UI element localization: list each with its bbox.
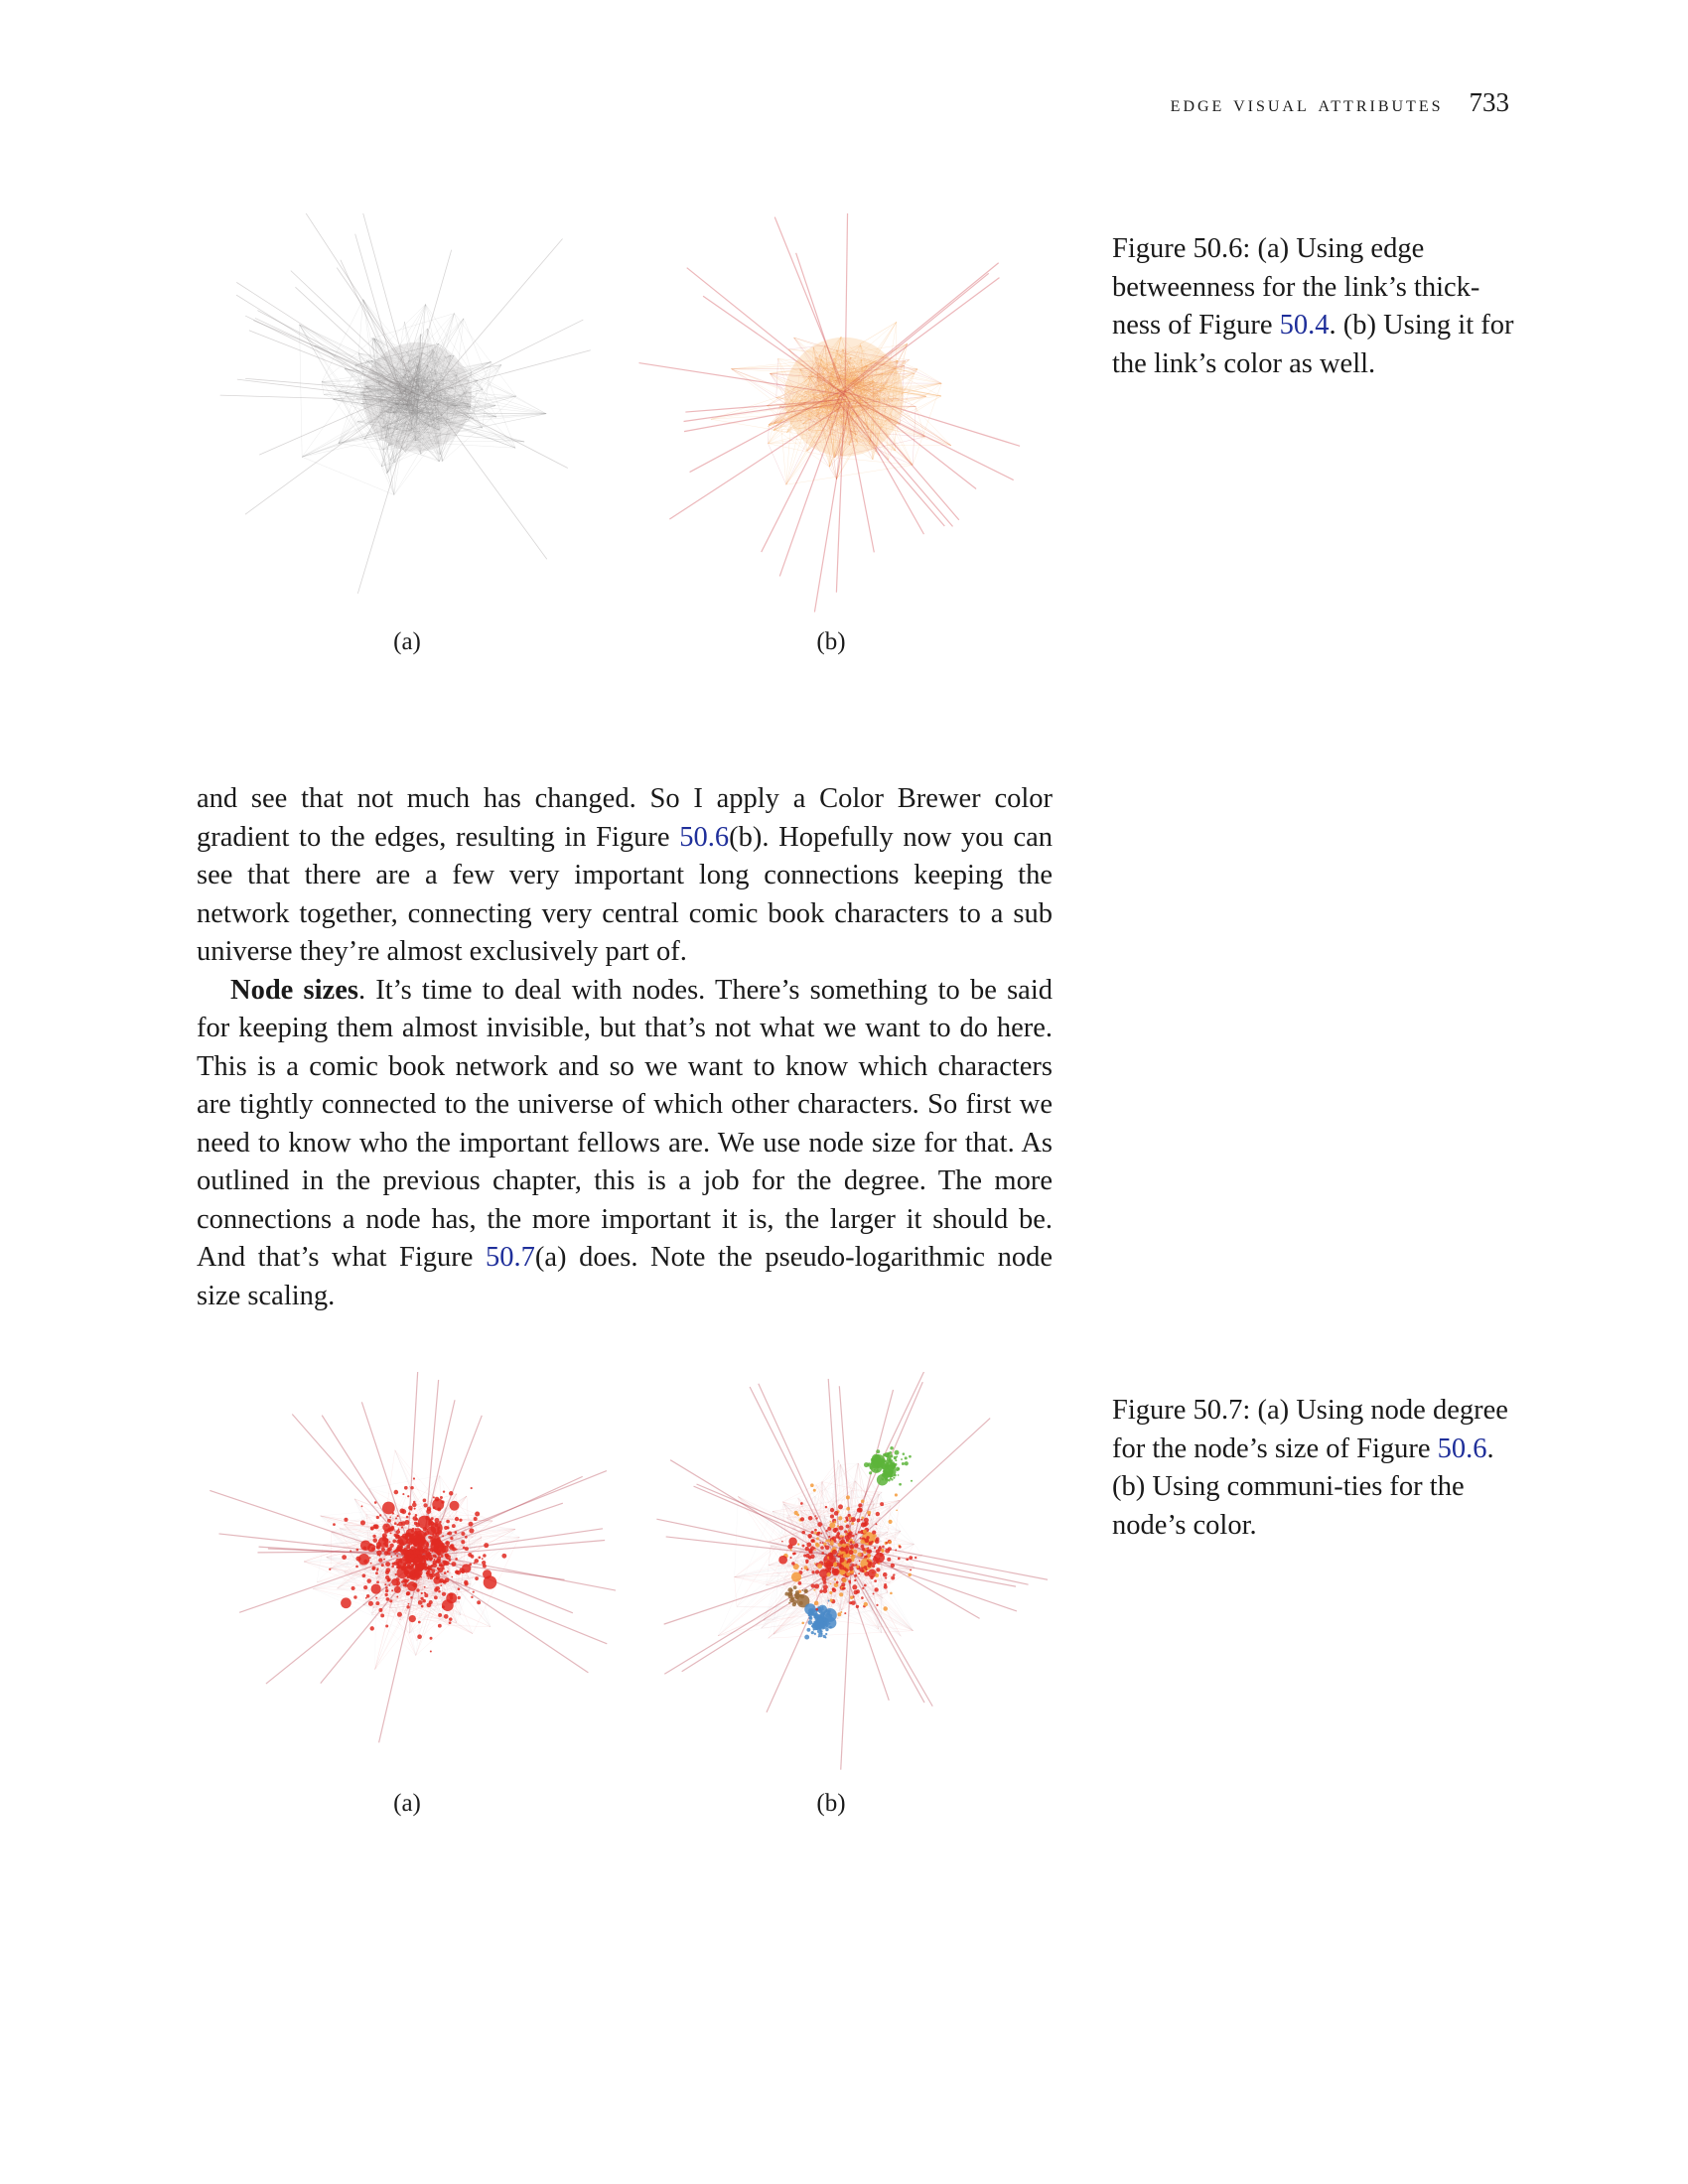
- figure-ref-link[interactable]: 50.7: [485, 1242, 535, 1273]
- figure-50-6-label-b: (b): [816, 628, 846, 655]
- caption-text: . (b) Using communi-ties for the node’s …: [1112, 1433, 1494, 1541]
- paragraph-lead: Node sizes: [230, 974, 358, 1006]
- paragraph-text: . It’s time to deal with nodes. There’s …: [197, 974, 1053, 1274]
- figure-50-7-label-a: (a): [393, 1790, 421, 1817]
- figure-50-6-b-image: [621, 213, 1048, 630]
- paragraph-text: (a) does. Note the pseudo-logarithmic no…: [197, 1242, 1054, 1311]
- figure-ref-link[interactable]: 50.6: [1437, 1433, 1487, 1464]
- figure-50-6-a-image: [199, 213, 616, 630]
- caption-text: . (b) Using it for the link’s color as w…: [1112, 310, 1514, 379]
- network-graph-grey: [219, 213, 591, 595]
- paragraph-1: and see that not much has changed. So I …: [197, 780, 1053, 972]
- paragraph-text: and see that not much has changed. So I …: [197, 783, 1053, 853]
- figure-50-7-label-b: (b): [816, 1790, 846, 1817]
- paragraph-2: Node sizes. It’s time to deal with nodes…: [197, 972, 1053, 1316]
- network-graph-communities: [656, 1372, 1048, 1770]
- figure-50-6-label-a: (a): [393, 628, 421, 655]
- paragraph-text: (b). Hopefully now you can see that ther…: [197, 821, 1053, 968]
- figure-50-7-caption: Figure 50.7: (a) Using node degree for t…: [1112, 1392, 1519, 1545]
- page-number: 733: [1469, 87, 1510, 117]
- running-head: edge visual attributes 733: [1112, 87, 1509, 118]
- caption-text: Figure 50.6: (a) Using edge betweenness …: [1112, 233, 1480, 341]
- figure-ref-link[interactable]: 50.4: [1279, 310, 1330, 341]
- figure-50-7-a-image: [199, 1372, 616, 1789]
- figure-50-7-b-image: [621, 1372, 1048, 1789]
- caption-text: Figure 50.7: (a) Using node degree for t…: [1112, 1395, 1508, 1464]
- body-text: and see that not much has changed. So I …: [197, 780, 1053, 1315]
- figure-ref-link[interactable]: 50.6: [679, 821, 730, 853]
- network-graph-red: [210, 1372, 616, 1743]
- network-graph-orange: [638, 213, 1021, 613]
- figure-50-6-caption: Figure 50.6: (a) Using edge betweenness …: [1112, 230, 1519, 383]
- running-title: edge visual attributes: [1170, 91, 1444, 116]
